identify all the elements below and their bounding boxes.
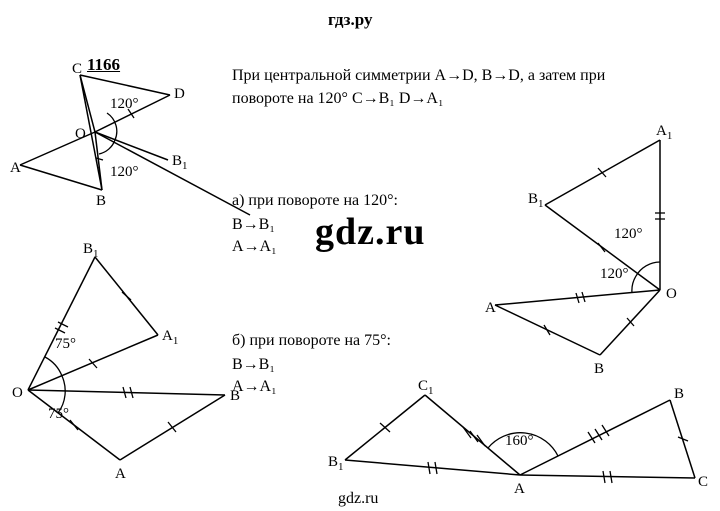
svg-text:A1: A1 bbox=[162, 328, 178, 347]
svg-text:A: A bbox=[514, 481, 525, 497]
svg-text:A1: A1 bbox=[656, 123, 672, 142]
svg-text:B1: B1 bbox=[172, 153, 188, 172]
figure-2: 120° 120° A B O A1 B1 bbox=[485, 123, 677, 377]
svg-text:A: A bbox=[115, 466, 126, 482]
svg-text:B: B bbox=[230, 388, 240, 404]
svg-text:D: D bbox=[174, 86, 185, 102]
svg-text:C1: C1 bbox=[418, 378, 434, 397]
svg-text:120°: 120° bbox=[614, 226, 643, 242]
svg-text:75°: 75° bbox=[48, 406, 69, 422]
svg-text:O: O bbox=[75, 126, 86, 142]
figure-3: 75° 75° O A B B1 A1 bbox=[12, 241, 240, 482]
svg-text:B: B bbox=[674, 386, 684, 402]
svg-text:O: O bbox=[12, 385, 23, 401]
svg-text:160°: 160° bbox=[505, 433, 534, 449]
svg-text:B: B bbox=[594, 361, 604, 377]
svg-text:A: A bbox=[10, 160, 21, 176]
svg-text:120°: 120° bbox=[110, 96, 139, 112]
svg-text:120°: 120° bbox=[110, 164, 139, 180]
svg-text:B1: B1 bbox=[328, 454, 344, 473]
svg-text:B1: B1 bbox=[528, 191, 544, 210]
svg-text:C: C bbox=[698, 474, 708, 490]
figure-4: 160° A B C C1 B1 bbox=[328, 378, 708, 497]
svg-text:120°: 120° bbox=[600, 266, 629, 282]
svg-text:75°: 75° bbox=[55, 336, 76, 352]
figure-1: 120° 120° A B C D O B1 bbox=[10, 61, 250, 215]
svg-text:B1: B1 bbox=[83, 241, 99, 260]
figures-svg: 120° 120° A B C D O B1 120° 12 bbox=[0, 0, 720, 511]
svg-text:A: A bbox=[485, 300, 496, 316]
svg-text:O: O bbox=[666, 286, 677, 302]
svg-text:C: C bbox=[72, 61, 82, 77]
svg-text:B: B bbox=[96, 193, 106, 209]
